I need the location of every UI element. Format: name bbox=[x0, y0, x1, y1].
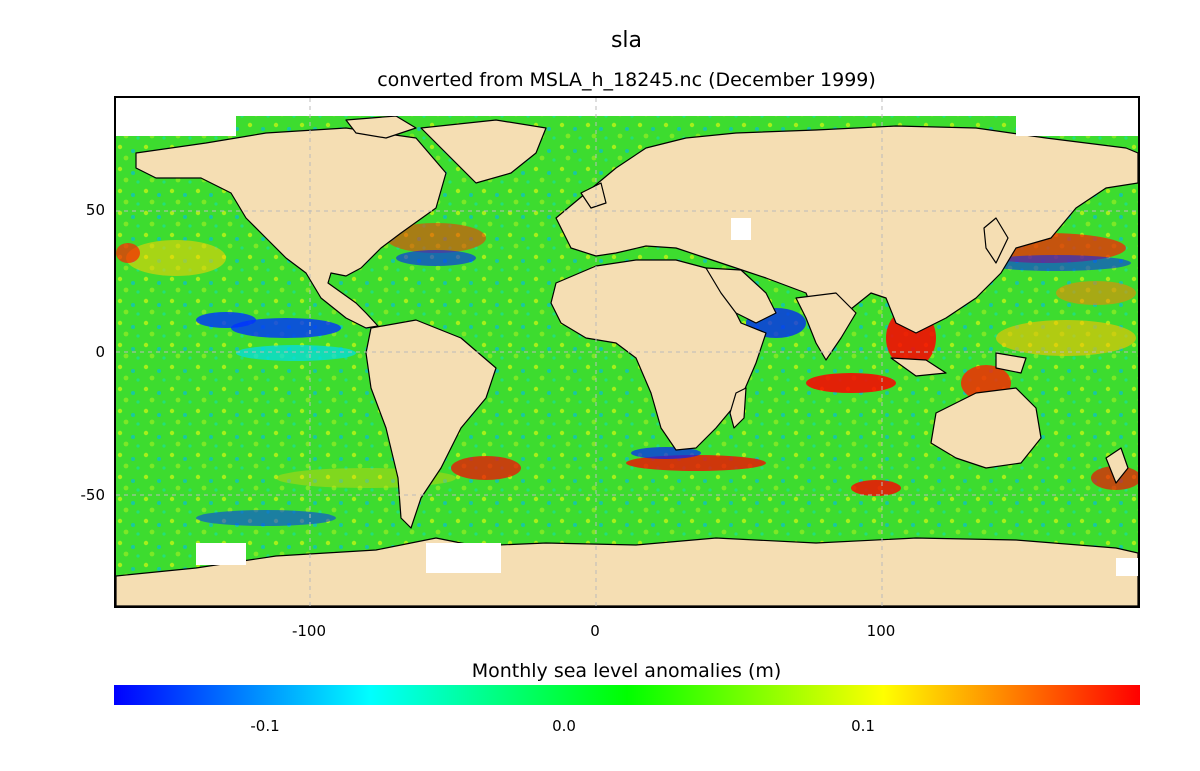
arctic-islands bbox=[345, 115, 417, 139]
arabia bbox=[705, 267, 777, 324]
new-guinea bbox=[995, 352, 1027, 374]
map-title: sla bbox=[610, 28, 643, 53]
india bbox=[795, 292, 857, 361]
x-tick-label: 0 bbox=[590, 622, 600, 640]
australia bbox=[930, 387, 1042, 469]
colorbar bbox=[114, 685, 1140, 705]
colorbar-tick-label: -0.1 bbox=[250, 717, 280, 735]
map-plot-area bbox=[114, 96, 1140, 608]
world-map bbox=[116, 98, 1138, 606]
map-grid bbox=[116, 98, 1138, 606]
greenland bbox=[420, 119, 547, 184]
indonesia-islands bbox=[890, 357, 947, 377]
colorbar-title: Monthly sea level anomalies (m) bbox=[471, 660, 782, 682]
x-tick-label: -100 bbox=[291, 622, 327, 640]
colorbar-tick-label: 0.1 bbox=[851, 717, 875, 735]
y-tick-label: -50 bbox=[80, 486, 106, 504]
y-tick-label: 50 bbox=[85, 201, 105, 219]
x-tick-label: 100 bbox=[866, 622, 896, 640]
colorbar-tick-label: 0.0 bbox=[552, 717, 576, 735]
new-zealand bbox=[1105, 447, 1129, 484]
madagascar bbox=[729, 387, 747, 429]
british-isles bbox=[580, 182, 607, 209]
south-america bbox=[365, 319, 497, 529]
japan bbox=[983, 217, 1009, 264]
map-subtitle: converted from MSLA_h_18245.nc (December… bbox=[377, 69, 876, 91]
north-america bbox=[135, 127, 447, 329]
y-tick-label: 0 bbox=[95, 343, 105, 361]
eurasia bbox=[555, 125, 1138, 334]
no-data-areas bbox=[116, 98, 1138, 576]
